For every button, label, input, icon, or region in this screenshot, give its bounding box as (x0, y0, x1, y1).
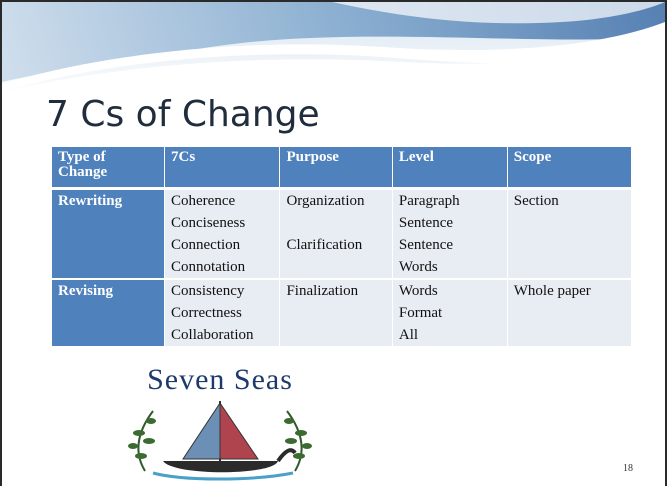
table-row: Connotation Words (52, 256, 632, 279)
c-cell: Connotation (164, 256, 281, 279)
c-cell: Collaboration (164, 324, 281, 346)
header-swoosh (2, 2, 665, 102)
purpose-cell: Organization (279, 187, 393, 234)
logo-text: Seven Seas (147, 363, 293, 396)
header-row: Type of Change 7Cs Purpose Level Scope (52, 147, 633, 190)
level-cell: Paragraph (392, 187, 508, 212)
scope-cell: Section (507, 187, 633, 279)
header-cell: Type of Change (52, 147, 166, 190)
c-cell: Connection (164, 234, 281, 256)
type-cell: Revising (52, 278, 166, 346)
c-cell: Consistency (164, 278, 281, 302)
c-cell: Correctness (164, 302, 281, 324)
header-cell: Scope (507, 147, 633, 190)
page-number: 18 (623, 463, 633, 474)
table-row: Correctness Format (52, 302, 632, 324)
c-cell: Conciseness (164, 212, 281, 234)
header-cell: Level (392, 147, 508, 190)
table-row: Revising Consistency Finalization Words Whol… (52, 278, 633, 346)
level-cell: All (392, 324, 508, 346)
c-cell: Coherence (164, 187, 281, 212)
type-cell: Rewriting (52, 187, 166, 279)
logo: Seven Seas (103, 361, 337, 486)
table-row: Rewriting Coherence Organization Paragraph S… (52, 187, 633, 279)
level-cell: Format (392, 302, 508, 324)
scope-cell: Whole paper (507, 278, 633, 346)
header-cell: Purpose (279, 147, 393, 190)
header-cell: 7Cs (164, 147, 281, 190)
purpose-cell: Clarification (279, 234, 393, 279)
change-table: Type of Change 7Cs Purpose Level Scope Rewri… (52, 147, 633, 346)
slide-title: 7 Cs of Change (46, 94, 320, 135)
table-row: Collaboration All (52, 324, 632, 346)
level-cell: Sentence (392, 212, 508, 234)
level-cell: Sentence (392, 234, 508, 256)
level-cell: Words (392, 278, 508, 302)
purpose-cell: Finalization (279, 278, 393, 346)
level-cell: Words (392, 256, 508, 279)
table-row: Conciseness Sentence (52, 212, 632, 234)
table-body: Rewriting Coherence Organization Paragraph S… (52, 187, 633, 346)
table-row: Connection Clarification Sentence (52, 234, 632, 279)
